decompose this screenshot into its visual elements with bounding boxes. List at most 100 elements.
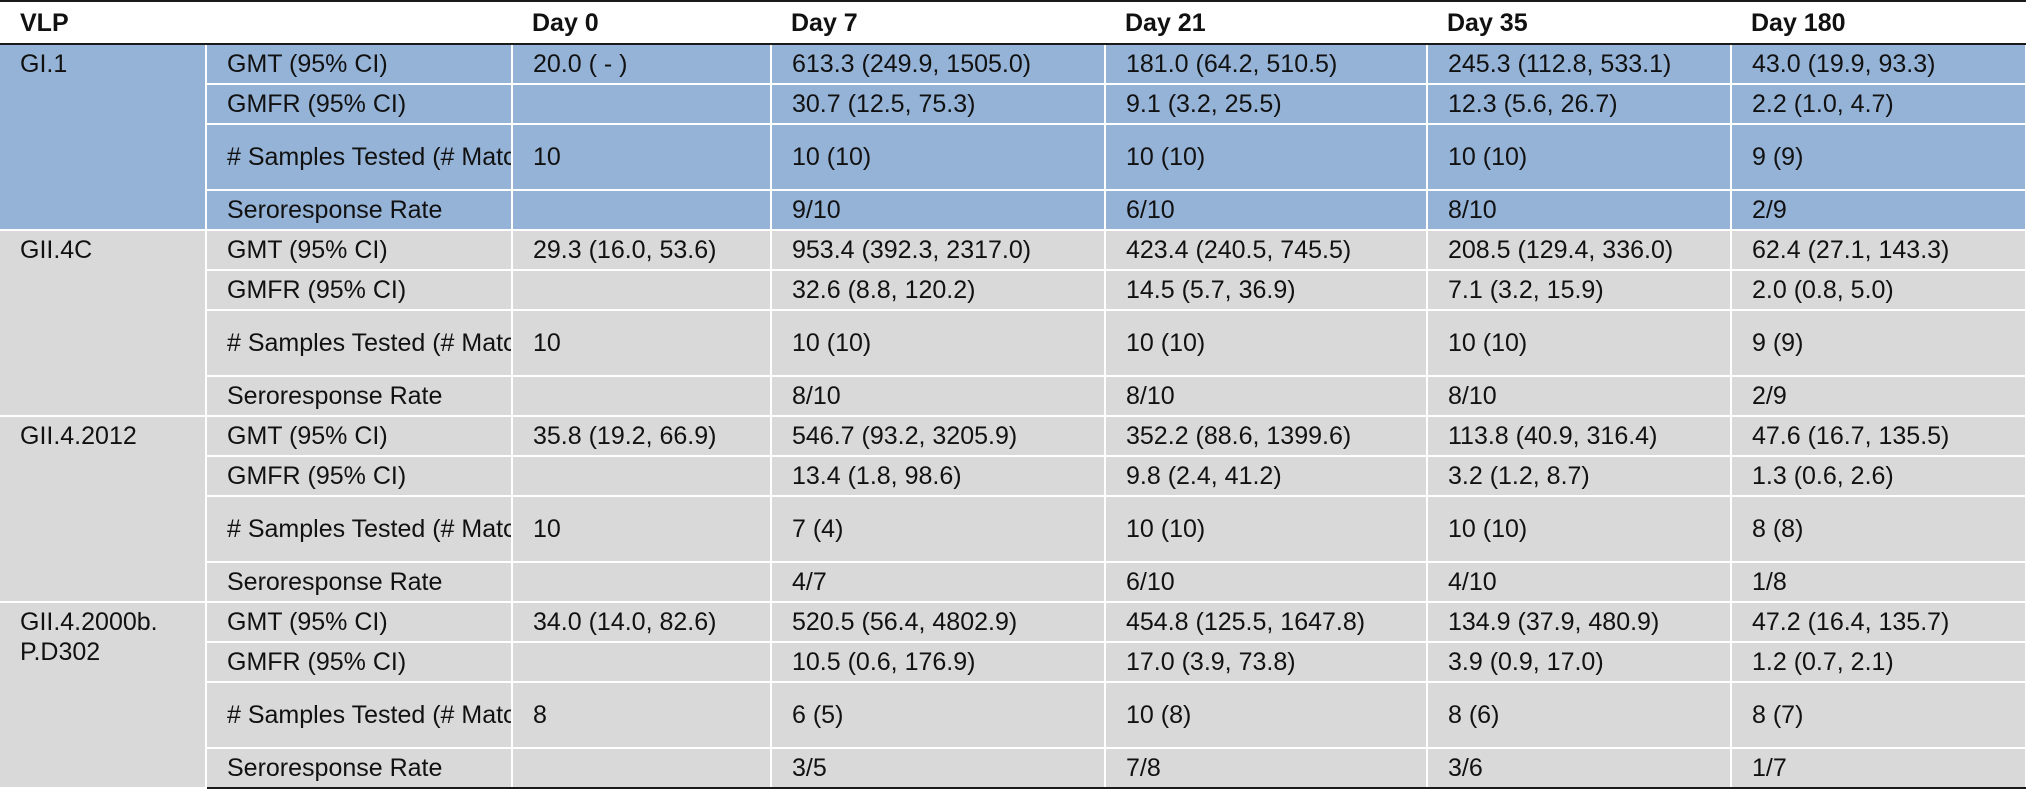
value-cell-significant: 7.1 (3.2, 15.9): [1427, 270, 1732, 311]
value-cell: [512, 748, 772, 789]
value-cell: [512, 84, 772, 125]
value-cell: 29.3 (16.0, 53.6): [512, 230, 772, 271]
value-cell: 20.0 ( - ): [512, 44, 772, 85]
value-cell: 4/7: [771, 562, 1106, 603]
value-cell-significant: 14.5 (5.7, 36.9): [1105, 270, 1428, 311]
value-cell: [512, 456, 772, 497]
table-row-gii42012-seroresponse: Seroresponse Rate 4/7 6/10 4/10 1/8: [0, 562, 2026, 603]
value-cell: 2/9: [1731, 376, 2026, 417]
value-cell: 10 (10): [1427, 496, 1732, 563]
measure-cell: GMT (95% CI): [206, 416, 513, 457]
value-cell: 8/10: [1427, 190, 1732, 231]
measure-cell: Seroresponse Rate: [206, 190, 513, 231]
table-row-gii42000b-seroresponse: Seroresponse Rate 3/5 7/8 3/6 1/7: [0, 748, 2026, 789]
value-cell: 6/10: [1105, 190, 1428, 231]
measure-cell: GMT (95% CI): [206, 602, 513, 643]
value-cell: 2.0 (0.8, 5.0): [1731, 270, 2026, 311]
value-cell-significant: 9.8 (2.4, 41.2): [1105, 456, 1428, 497]
table-row-gi1-gmfr: GMFR (95% CI) 30.7 (12.5, 75.3) 9.1 (3.2…: [0, 84, 2026, 125]
measure-cell: Seroresponse Rate: [206, 748, 513, 789]
value-cell: 34.0 (14.0, 82.6): [512, 602, 772, 643]
header-day-180: Day 180: [1731, 0, 2026, 45]
measure-cell: # Samples Tested (# Matched to Day 0): [206, 124, 513, 191]
measure-cell: GMT (95% CI): [206, 44, 513, 85]
value-cell: 4/10: [1427, 562, 1732, 603]
header-day-35: Day 35: [1427, 0, 1731, 45]
value-cell: 10: [512, 124, 772, 191]
value-cell: 208.5 (129.4, 336.0): [1427, 230, 1732, 271]
header-day-0: Day 0: [512, 0, 771, 45]
value-cell: 8 (6): [1427, 682, 1732, 749]
value-cell: 1/7: [1731, 748, 2026, 789]
measure-cell: GMFR (95% CI): [206, 84, 513, 125]
value-cell: 1/8: [1731, 562, 2026, 603]
value-cell-significant: 12.3 (5.6, 26.7): [1427, 84, 1732, 125]
value-cell-significant: 30.7 (12.5, 75.3): [771, 84, 1106, 125]
header-measure: [206, 0, 512, 45]
value-cell: 546.7 (93.2, 3205.9): [771, 416, 1106, 457]
value-cell-significant: 32.6 (8.8, 120.2): [771, 270, 1106, 311]
value-cell: 181.0 (64.2, 510.5): [1105, 44, 1428, 85]
value-cell: 10 (10): [771, 310, 1106, 377]
value-cell: 35.8 (19.2, 66.9): [512, 416, 772, 457]
table-row-gii4c-gmt: GII.4C GMT (95% CI) 29.3 (16.0, 53.6) 95…: [0, 230, 2026, 417]
value-cell: 47.2 (16.4, 135.7): [1731, 602, 2026, 643]
measure-cell: # Samples Tested (# Matched to Day 0): [206, 310, 513, 377]
value-cell: [512, 270, 772, 311]
value-cell: 10: [512, 496, 772, 563]
value-cell: 352.2 (88.6, 1399.6): [1105, 416, 1428, 457]
header-day-21: Day 21: [1105, 0, 1427, 45]
value-cell: 10 (10): [1105, 496, 1428, 563]
value-cell: 3.9 (0.9, 17.0): [1427, 642, 1732, 683]
value-cell: 6 (5): [771, 682, 1106, 749]
table-row-gi1-gmt: GI.1 GMT (95% CI) 20.0 ( - ) 613.3 (249.…: [0, 44, 2026, 231]
value-cell: 10 (10): [1427, 310, 1732, 377]
value-cell: 8/10: [1105, 376, 1428, 417]
value-cell: 10 (10): [1105, 124, 1428, 191]
value-cell: 8/10: [771, 376, 1106, 417]
value-cell: 62.4 (27.1, 143.3): [1731, 230, 2026, 271]
value-cell: 10: [512, 310, 772, 377]
value-cell: 2/9: [1731, 190, 2026, 231]
value-cell: 10 (10): [1427, 124, 1732, 191]
header-vlp: VLP: [0, 0, 206, 45]
value-cell: 7 (4): [771, 496, 1106, 563]
value-cell: 8 (8): [1731, 496, 2026, 563]
vlp-cell-gii42012: GII.4.2012: [0, 416, 207, 603]
value-cell: 245.3 (112.8, 533.1): [1427, 44, 1732, 85]
value-cell: 423.4 (240.5, 745.5): [1105, 230, 1428, 271]
value-cell: [512, 642, 772, 683]
value-cell: 7/8: [1105, 748, 1428, 789]
value-cell: 3/5: [771, 748, 1106, 789]
value-cell: [512, 376, 772, 417]
table-row-gii42012-gmfr: GMFR (95% CI) 13.4 (1.8, 98.6) 9.8 (2.4,…: [0, 456, 2026, 497]
value-cell: 113.8 (40.9, 316.4): [1427, 416, 1732, 457]
table-row-gii42000b-gmfr: GMFR (95% CI) 10.5 (0.6, 176.9) 17.0 (3.…: [0, 642, 2026, 683]
value-cell: 3/6: [1427, 748, 1732, 789]
table-row-gi1-seroresponse: Seroresponse Rate 9/10 6/10 8/10 2/9: [0, 190, 2026, 231]
measure-cell: GMFR (95% CI): [206, 642, 513, 683]
table-row-gii42000b-samples: # Samples Tested (# Matched to Day 0) 8 …: [0, 682, 2026, 749]
header-row: VLP Day 0 Day 7 Day 21 Day 35 Day 180: [0, 0, 2026, 45]
value-cell: 454.8 (125.5, 1647.8): [1105, 602, 1428, 643]
value-cell: 9 (9): [1731, 310, 2026, 377]
value-cell: 10 (10): [1105, 310, 1428, 377]
table-row-gii42012-gmt: GII.4.2012 GMT (95% CI) 35.8 (19.2, 66.9…: [0, 416, 2026, 603]
value-cell-significant: 17.0 (3.9, 73.8): [1105, 642, 1428, 683]
value-cell: 134.9 (37.9, 480.9): [1427, 602, 1732, 643]
measure-cell: # Samples Tested (# Matched to Day 0): [206, 496, 513, 563]
value-cell: 10 (10): [771, 124, 1106, 191]
value-cell: 9/10: [771, 190, 1106, 231]
value-cell: 6/10: [1105, 562, 1428, 603]
value-cell: 1.2 (0.7, 2.1): [1731, 642, 2026, 683]
value-cell-significant: 9.1 (3.2, 25.5): [1105, 84, 1428, 125]
value-cell: 10.5 (0.6, 176.9): [771, 642, 1106, 683]
measure-cell: GMFR (95% CI): [206, 270, 513, 311]
measure-cell: Seroresponse Rate: [206, 376, 513, 417]
value-cell-significant: 3.2 (1.2, 8.7): [1427, 456, 1732, 497]
value-cell: 8 (7): [1731, 682, 2026, 749]
value-cell: 1.3 (0.6, 2.6): [1731, 456, 2026, 497]
value-cell: 8/10: [1427, 376, 1732, 417]
measure-cell: GMFR (95% CI): [206, 456, 513, 497]
